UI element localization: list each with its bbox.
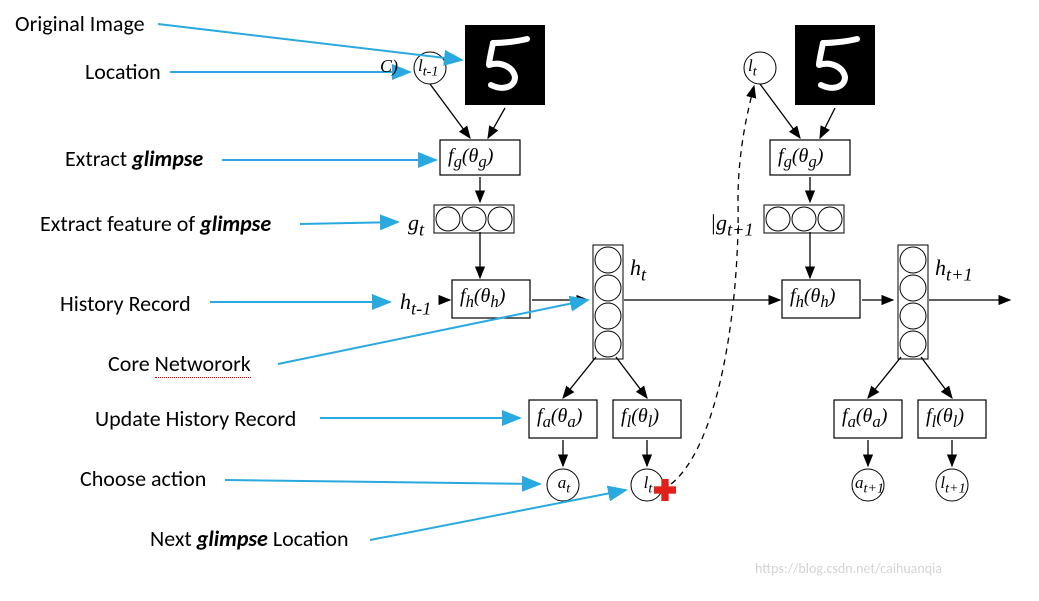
box-label: fl(θl)	[621, 405, 659, 432]
lblChoose: Choose action	[80, 465, 206, 492]
box-label: fa(θa)	[537, 405, 582, 432]
loc-label: lt-1	[418, 56, 438, 80]
box-label: fh(θh)	[460, 285, 505, 312]
box-label: fg(θg)	[448, 145, 493, 172]
watermark: https://blog.csdn.net/caihuanqia	[755, 560, 942, 577]
lblCore: Core Networork	[108, 350, 251, 378]
end-circle-label: at+1	[855, 473, 883, 497]
box-label: fl(θl)	[926, 405, 964, 432]
mgt: gt	[408, 210, 424, 240]
loc-label: lt	[748, 56, 757, 80]
box-label: fh(θh)	[790, 285, 835, 312]
lblLocation: Location	[85, 58, 161, 85]
mht1: ht-1	[400, 289, 431, 319]
end-circle-label: lt+1	[939, 473, 967, 497]
end-circle-label: at	[550, 473, 578, 497]
lblExtractG: Extract glimpse	[65, 145, 203, 172]
mgt1: |gt+1	[710, 210, 754, 240]
lblUpdate: Update History Record	[95, 405, 296, 432]
box-label: fa(θa)	[842, 405, 887, 432]
lblHistory: History Record	[60, 290, 191, 317]
end-circle-label: lt	[634, 473, 662, 497]
lblExtractF: Extract feature of glimpse	[40, 210, 271, 237]
lblNext: Next glimpse Location	[150, 525, 349, 552]
mht1p: ht+1	[935, 255, 973, 285]
mht: ht	[630, 255, 646, 285]
lblOriginal: Original Image	[15, 10, 145, 37]
mC: C)	[380, 56, 398, 77]
box-label: fg(θg)	[778, 145, 823, 172]
